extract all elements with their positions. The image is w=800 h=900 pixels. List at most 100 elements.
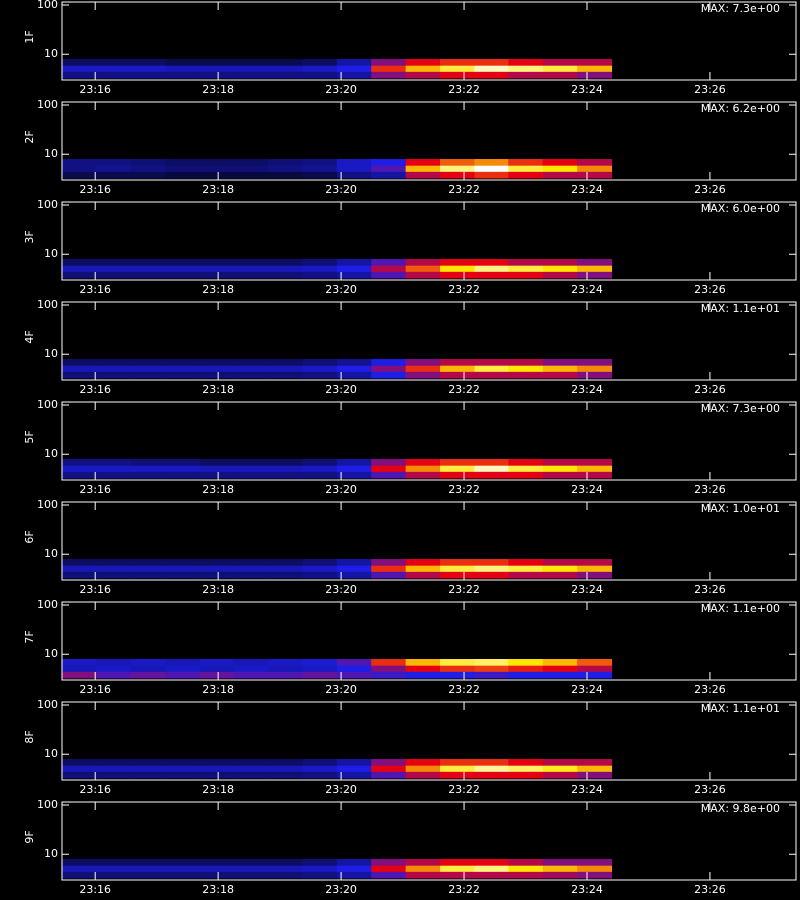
heat-cell xyxy=(96,759,132,766)
x-tick-label: 23:16 xyxy=(79,383,111,396)
heat-cell xyxy=(165,459,201,466)
x-tick-label: 23:18 xyxy=(202,783,234,796)
heat-cell xyxy=(440,165,475,172)
heat-cell xyxy=(62,465,97,472)
heat-cell xyxy=(440,571,475,579)
heat-cell xyxy=(233,165,269,172)
x-tick-label: 23:16 xyxy=(79,783,111,796)
heat-cell xyxy=(267,471,303,479)
x-tick-label: 23:18 xyxy=(202,383,234,396)
plot-frame xyxy=(61,601,797,681)
heat-cell xyxy=(267,365,303,372)
heat-cell xyxy=(130,859,166,866)
heat-cell xyxy=(267,659,303,666)
y-tick-label: 10 xyxy=(44,147,58,160)
heat-cell xyxy=(267,565,303,572)
heat-cell xyxy=(336,265,372,272)
heat-cell xyxy=(267,765,303,772)
heat-cell xyxy=(474,259,509,266)
heat-cell xyxy=(371,765,407,772)
heat-cell xyxy=(474,559,509,566)
heat-cell xyxy=(474,865,509,872)
heat-cell xyxy=(542,659,578,666)
y-tick-label: 10 xyxy=(44,347,58,360)
heat-cell xyxy=(130,371,166,379)
heat-cell xyxy=(302,865,338,872)
heat-cell xyxy=(577,71,613,79)
heat-cell xyxy=(336,165,372,172)
heat-cell xyxy=(302,759,338,766)
heat-cell xyxy=(233,259,269,266)
heat-cell xyxy=(440,665,475,672)
heat-cell xyxy=(199,859,235,866)
heat-cell xyxy=(165,265,201,272)
heat-cell xyxy=(165,871,201,879)
heat-cell xyxy=(130,571,166,579)
heat-cell xyxy=(542,459,578,466)
heat-cell xyxy=(130,659,166,666)
x-tick-label: 23:16 xyxy=(79,483,111,496)
heat-cell xyxy=(96,259,132,266)
x-tick-label: 23:26 xyxy=(694,783,726,796)
x-tick-label: 23:26 xyxy=(694,583,726,596)
heat-cell xyxy=(267,871,303,879)
heat-cell xyxy=(62,565,97,572)
x-tick-label: 23:26 xyxy=(694,183,726,196)
heat-cell xyxy=(199,459,235,466)
heat-cell xyxy=(165,259,201,266)
heat-cell xyxy=(440,459,475,466)
x-tick-label: 23:18 xyxy=(202,283,234,296)
heat-cell xyxy=(199,571,235,579)
heat-cell xyxy=(165,759,201,766)
heat-cell xyxy=(267,165,303,172)
heat-cell xyxy=(199,771,235,779)
heat-cell xyxy=(577,159,613,166)
heat-cell xyxy=(96,765,132,772)
heat-cell xyxy=(96,459,132,466)
heat-cell xyxy=(440,771,475,779)
heat-cell xyxy=(199,165,235,172)
heat-cell xyxy=(474,871,509,879)
x-tick-label: 23:18 xyxy=(202,483,234,496)
y-tick-label: 100 xyxy=(37,598,58,611)
heat-cell xyxy=(96,165,132,172)
heat-cell xyxy=(336,765,372,772)
heat-cell xyxy=(233,265,269,272)
heat-cell xyxy=(302,459,338,466)
heat-cell xyxy=(62,259,97,266)
heat-cell xyxy=(336,471,372,479)
heat-cell xyxy=(165,71,201,79)
heat-cell xyxy=(405,171,441,179)
heat-cell xyxy=(508,659,544,666)
heat-cell xyxy=(199,271,235,279)
heat-cell xyxy=(302,65,338,72)
x-tick-label: 23:20 xyxy=(325,483,357,496)
heat-cell xyxy=(165,465,201,472)
heat-cell xyxy=(62,659,97,666)
heat-cell xyxy=(577,459,613,466)
heat-cell xyxy=(130,159,166,166)
heat-cell xyxy=(96,471,132,479)
heat-cell xyxy=(233,271,269,279)
y-tick-label: 100 xyxy=(37,798,58,811)
heat-cell xyxy=(336,259,372,266)
heat-cell xyxy=(267,371,303,379)
heat-cell xyxy=(62,71,97,79)
x-tick-label: 23:22 xyxy=(448,283,480,296)
heat-cell xyxy=(474,171,509,179)
heat-cell xyxy=(302,71,338,79)
heat-cell xyxy=(405,59,441,66)
heat-cell xyxy=(371,271,407,279)
heat-cell xyxy=(405,471,441,479)
x-tick-label: 23:24 xyxy=(571,483,603,496)
x-tick-label: 23:26 xyxy=(694,883,726,896)
heat-cell xyxy=(542,865,578,872)
heat-cell xyxy=(474,271,509,279)
x-tick-label: 23:20 xyxy=(325,83,357,96)
heat-cell xyxy=(336,159,372,166)
x-tick-label: 23:16 xyxy=(79,183,111,196)
heat-cell xyxy=(267,171,303,179)
heat-cell xyxy=(302,659,338,666)
heat-cell xyxy=(440,65,475,72)
heat-cell xyxy=(508,165,544,172)
